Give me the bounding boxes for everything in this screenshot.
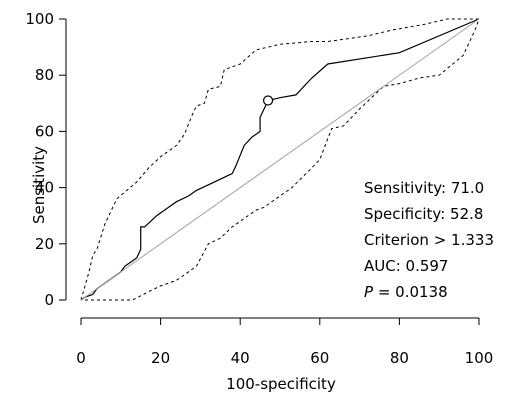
ci-lower-line [85, 18, 480, 301]
p-value-annotation: P = 0.0138 [364, 285, 448, 300]
x-axis-label: 100-specificity [226, 375, 336, 393]
specificity-annotation: Specificity: 52.8 [364, 205, 484, 223]
y-tick-label: 100 [25, 10, 54, 28]
x-tick-label: 20 [151, 349, 170, 367]
y-tick-label: 40 [35, 179, 54, 197]
p-value-text: = 0.0138 [373, 283, 448, 301]
x-tick-label: 0 [76, 349, 86, 367]
y-tick-label: 80 [35, 66, 54, 84]
axes: 0 20 40 60 80 100 0 20 40 60 80 100 [25, 10, 493, 367]
y-tick-label: 0 [44, 291, 54, 309]
x-tick-label: 100 [465, 349, 494, 367]
auc-annotation: AUC: 0.597 [364, 257, 449, 275]
plot-area [80, 18, 480, 301]
y-axis-label: Sensitivity [30, 146, 48, 224]
ci-upper-line [80, 18, 479, 301]
y-tick-label: 60 [35, 122, 54, 140]
x-tick-label: 60 [310, 349, 329, 367]
sensitivity-annotation: Sensitivity: 71.0 [364, 179, 485, 197]
reference-diagonal-line [80, 18, 480, 301]
p-symbol: P [364, 283, 374, 301]
y-tick-label: 20 [35, 235, 54, 253]
criterion-point-marker [262, 95, 274, 106]
criterion-annotation: Criterion > 1.333 [364, 231, 494, 249]
x-tick-label: 40 [231, 349, 250, 367]
x-tick-label: 80 [390, 349, 409, 367]
